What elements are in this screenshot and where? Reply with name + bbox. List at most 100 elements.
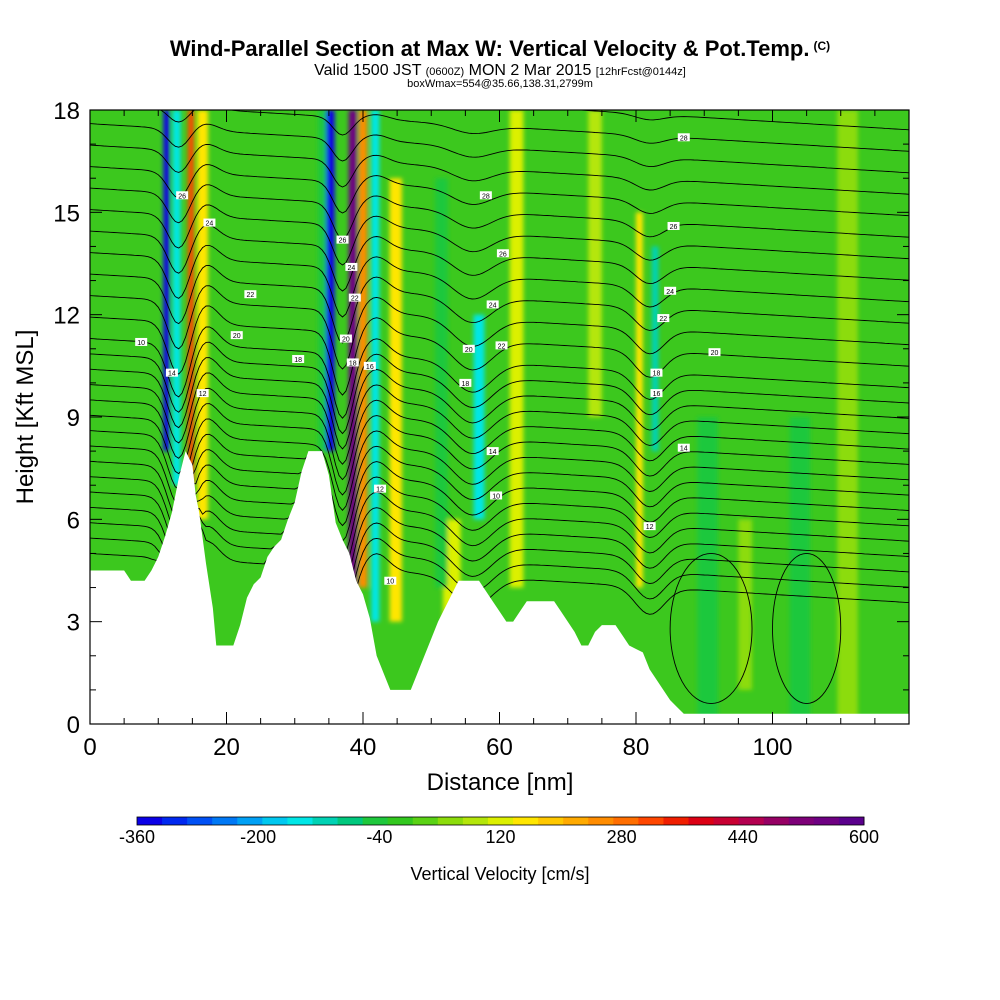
- valid-time-local: Valid 1500 JST: [314, 62, 422, 79]
- contour-label: 28: [680, 135, 688, 142]
- colorbar-swatch: [287, 817, 313, 825]
- contour-label-bg: [667, 221, 680, 230]
- theta-contour: [90, 477, 909, 573]
- contour-label-bg: [176, 191, 189, 200]
- contour-label: 16: [366, 364, 374, 371]
- colorbar-tick-label: -40: [366, 827, 392, 847]
- contour-label-bg: [165, 368, 178, 377]
- contour-label-bg: [486, 447, 499, 456]
- contour-label: 14: [168, 371, 176, 378]
- theta-contour: [90, 285, 909, 370]
- colorbar-swatch: [237, 817, 263, 825]
- plot-area: 26 24 22 20 18 10 14 12 26 24 22 20 18 16 12 10 28 26 24 22…: [90, 59, 909, 724]
- colorbar-swatch: [412, 817, 439, 825]
- boxwmax-info: boxWmax=554@35.66,138.31,2799m: [407, 78, 593, 90]
- contour-label: 18: [294, 357, 302, 364]
- colorbar-swatch: [588, 817, 614, 825]
- x-tick-label: 100: [752, 734, 792, 761]
- colorbar-swatch: [688, 817, 715, 825]
- theta-contour: [90, 59, 909, 108]
- theta-contour: [90, 485, 909, 588]
- velocity-band: [163, 110, 170, 452]
- contour-label: 14: [489, 449, 497, 456]
- contour-label: 26: [499, 251, 507, 258]
- contour-label-bg: [339, 334, 352, 343]
- contour-label: 24: [489, 302, 497, 309]
- theta-contour: [90, 265, 909, 344]
- colorbar-swatch: [663, 817, 690, 825]
- contour-label-bg: [462, 344, 475, 353]
- theta-contour: [90, 123, 909, 174]
- colorbar-swatch: [538, 817, 564, 825]
- colorbar-swatch: [362, 817, 389, 825]
- velocity-band: [325, 110, 335, 452]
- velocity-band: [789, 417, 811, 724]
- contour-label: 10: [492, 493, 500, 500]
- contour-label: 22: [246, 292, 254, 299]
- theta-contour: [90, 357, 909, 450]
- contour-label: 24: [206, 221, 214, 228]
- theta-contour: [90, 387, 909, 481]
- theta-contour: [90, 244, 909, 318]
- velocity-band: [197, 110, 209, 520]
- velocity-band: [348, 110, 357, 588]
- theta-contour: [90, 184, 909, 240]
- velocity-band: [317, 110, 327, 452]
- theta-contour: [90, 204, 909, 266]
- contour-label-bg: [348, 293, 361, 302]
- colorbar-label: Vertical Velocity [cm/s]: [410, 864, 589, 884]
- velocity-band: [697, 417, 718, 724]
- contour-label: 12: [646, 524, 654, 531]
- contour-label: 24: [666, 289, 674, 296]
- contour-label: 28: [482, 193, 490, 200]
- contour-label-bg: [664, 286, 677, 295]
- contour-label: 20: [711, 350, 719, 357]
- contour-label-bg: [495, 341, 508, 350]
- contour-label: 22: [498, 343, 506, 350]
- velocity-band: [509, 110, 524, 588]
- theta-contour: [90, 143, 909, 195]
- y-tick-label: 9: [67, 405, 80, 432]
- colorbar-swatch: [613, 817, 639, 825]
- colorbar-swatch: [137, 817, 163, 825]
- colorbar-swatch: [437, 817, 464, 825]
- x-tick-label: 40: [350, 734, 377, 761]
- copyright-mark: (C): [813, 39, 831, 53]
- contour-label-bg: [345, 262, 358, 271]
- contour-label: 12: [376, 487, 384, 494]
- contour-label-bg: [496, 249, 509, 258]
- contour-label: 22: [659, 316, 667, 323]
- contour-label-bg: [203, 218, 216, 227]
- x-tick-label: 60: [486, 734, 513, 761]
- contour-label: 12: [199, 391, 207, 398]
- contour-label: 26: [339, 238, 347, 245]
- velocity-band: [588, 110, 602, 417]
- contour-label-bg: [459, 378, 472, 387]
- colorbar-swatch: [162, 817, 188, 825]
- terrain: [90, 451, 909, 724]
- colorbar-swatch: [513, 817, 539, 825]
- theta-contour: [90, 305, 909, 396]
- contour-label-bg: [643, 522, 656, 531]
- contour-label-bg: [230, 331, 243, 340]
- theta-contour: [159, 110, 909, 152]
- colorbar-swatch: [187, 817, 213, 825]
- theta-contour: [90, 372, 909, 465]
- y-tick-label: 15: [53, 200, 80, 227]
- theta-contour: [90, 341, 909, 435]
- y-axis-label: Height [Kft MSL]: [12, 330, 39, 505]
- velocity-band: [636, 212, 643, 588]
- contour-label: 16: [653, 391, 661, 398]
- colorbar-swatch: [813, 817, 840, 825]
- contour-label-bg: [196, 389, 209, 398]
- colorbar-swatch: [387, 817, 414, 825]
- theta-contour: [90, 403, 909, 496]
- chart-title: Wind-Parallel Section at Max W: Vertical…: [0, 36, 1000, 62]
- contour-label-bg: [657, 314, 670, 323]
- contour-label-bg: [384, 576, 397, 585]
- forecast-info: [12hrFcst@0144z]: [595, 66, 686, 78]
- contour-label: 20: [342, 337, 350, 344]
- velocity-band: [435, 178, 448, 588]
- y-tick-label: 6: [67, 507, 80, 534]
